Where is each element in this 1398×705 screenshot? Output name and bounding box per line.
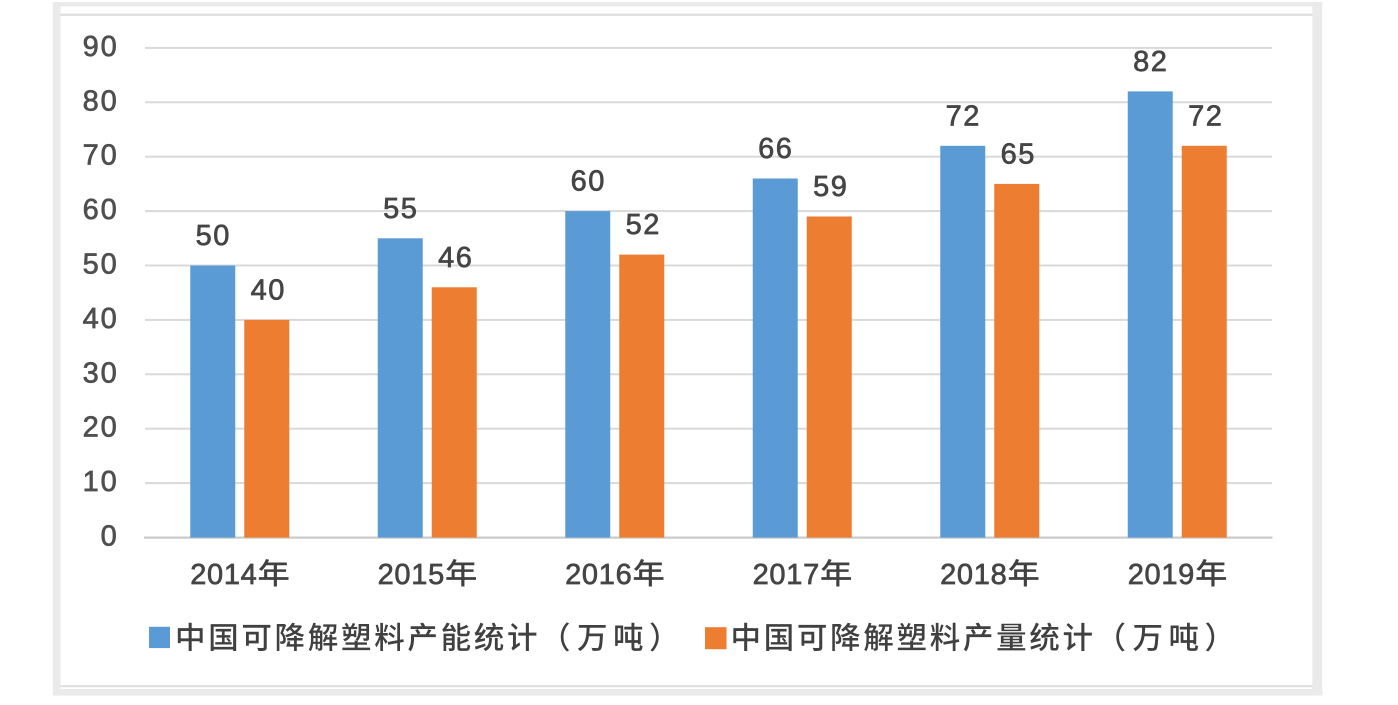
svg-text:60: 60 (83, 194, 119, 226)
svg-text:55: 55 (383, 193, 418, 225)
svg-text:66: 66 (758, 133, 793, 165)
svg-text:65: 65 (1001, 138, 1036, 170)
svg-text:2014: 2014 (190, 559, 257, 591)
svg-text:72: 72 (946, 100, 981, 132)
svg-text:2016: 2016 (565, 559, 632, 591)
svg-text:2019: 2019 (1128, 559, 1195, 591)
svg-text:82: 82 (1133, 46, 1168, 78)
svg-text:60: 60 (571, 166, 606, 198)
svg-text:2015: 2015 (378, 559, 445, 591)
svg-text:50: 50 (83, 249, 119, 281)
svg-text:59: 59 (813, 171, 848, 203)
svg-text:10: 10 (83, 466, 119, 498)
svg-text:50: 50 (196, 220, 231, 252)
svg-text:46: 46 (438, 242, 473, 274)
svg-text:70: 70 (83, 140, 119, 172)
svg-text:2018: 2018 (940, 559, 1007, 591)
svg-text:40: 40 (83, 303, 119, 335)
svg-text:52: 52 (626, 209, 661, 241)
svg-text:2017: 2017 (753, 559, 820, 591)
svg-text:90: 90 (83, 31, 119, 63)
svg-text:72: 72 (1188, 100, 1223, 132)
svg-text:30: 30 (83, 357, 119, 389)
svg-text:0: 0 (101, 521, 119, 553)
svg-text:80: 80 (83, 85, 119, 117)
svg-text:20: 20 (83, 412, 119, 444)
svg-text:40: 40 (251, 274, 286, 306)
